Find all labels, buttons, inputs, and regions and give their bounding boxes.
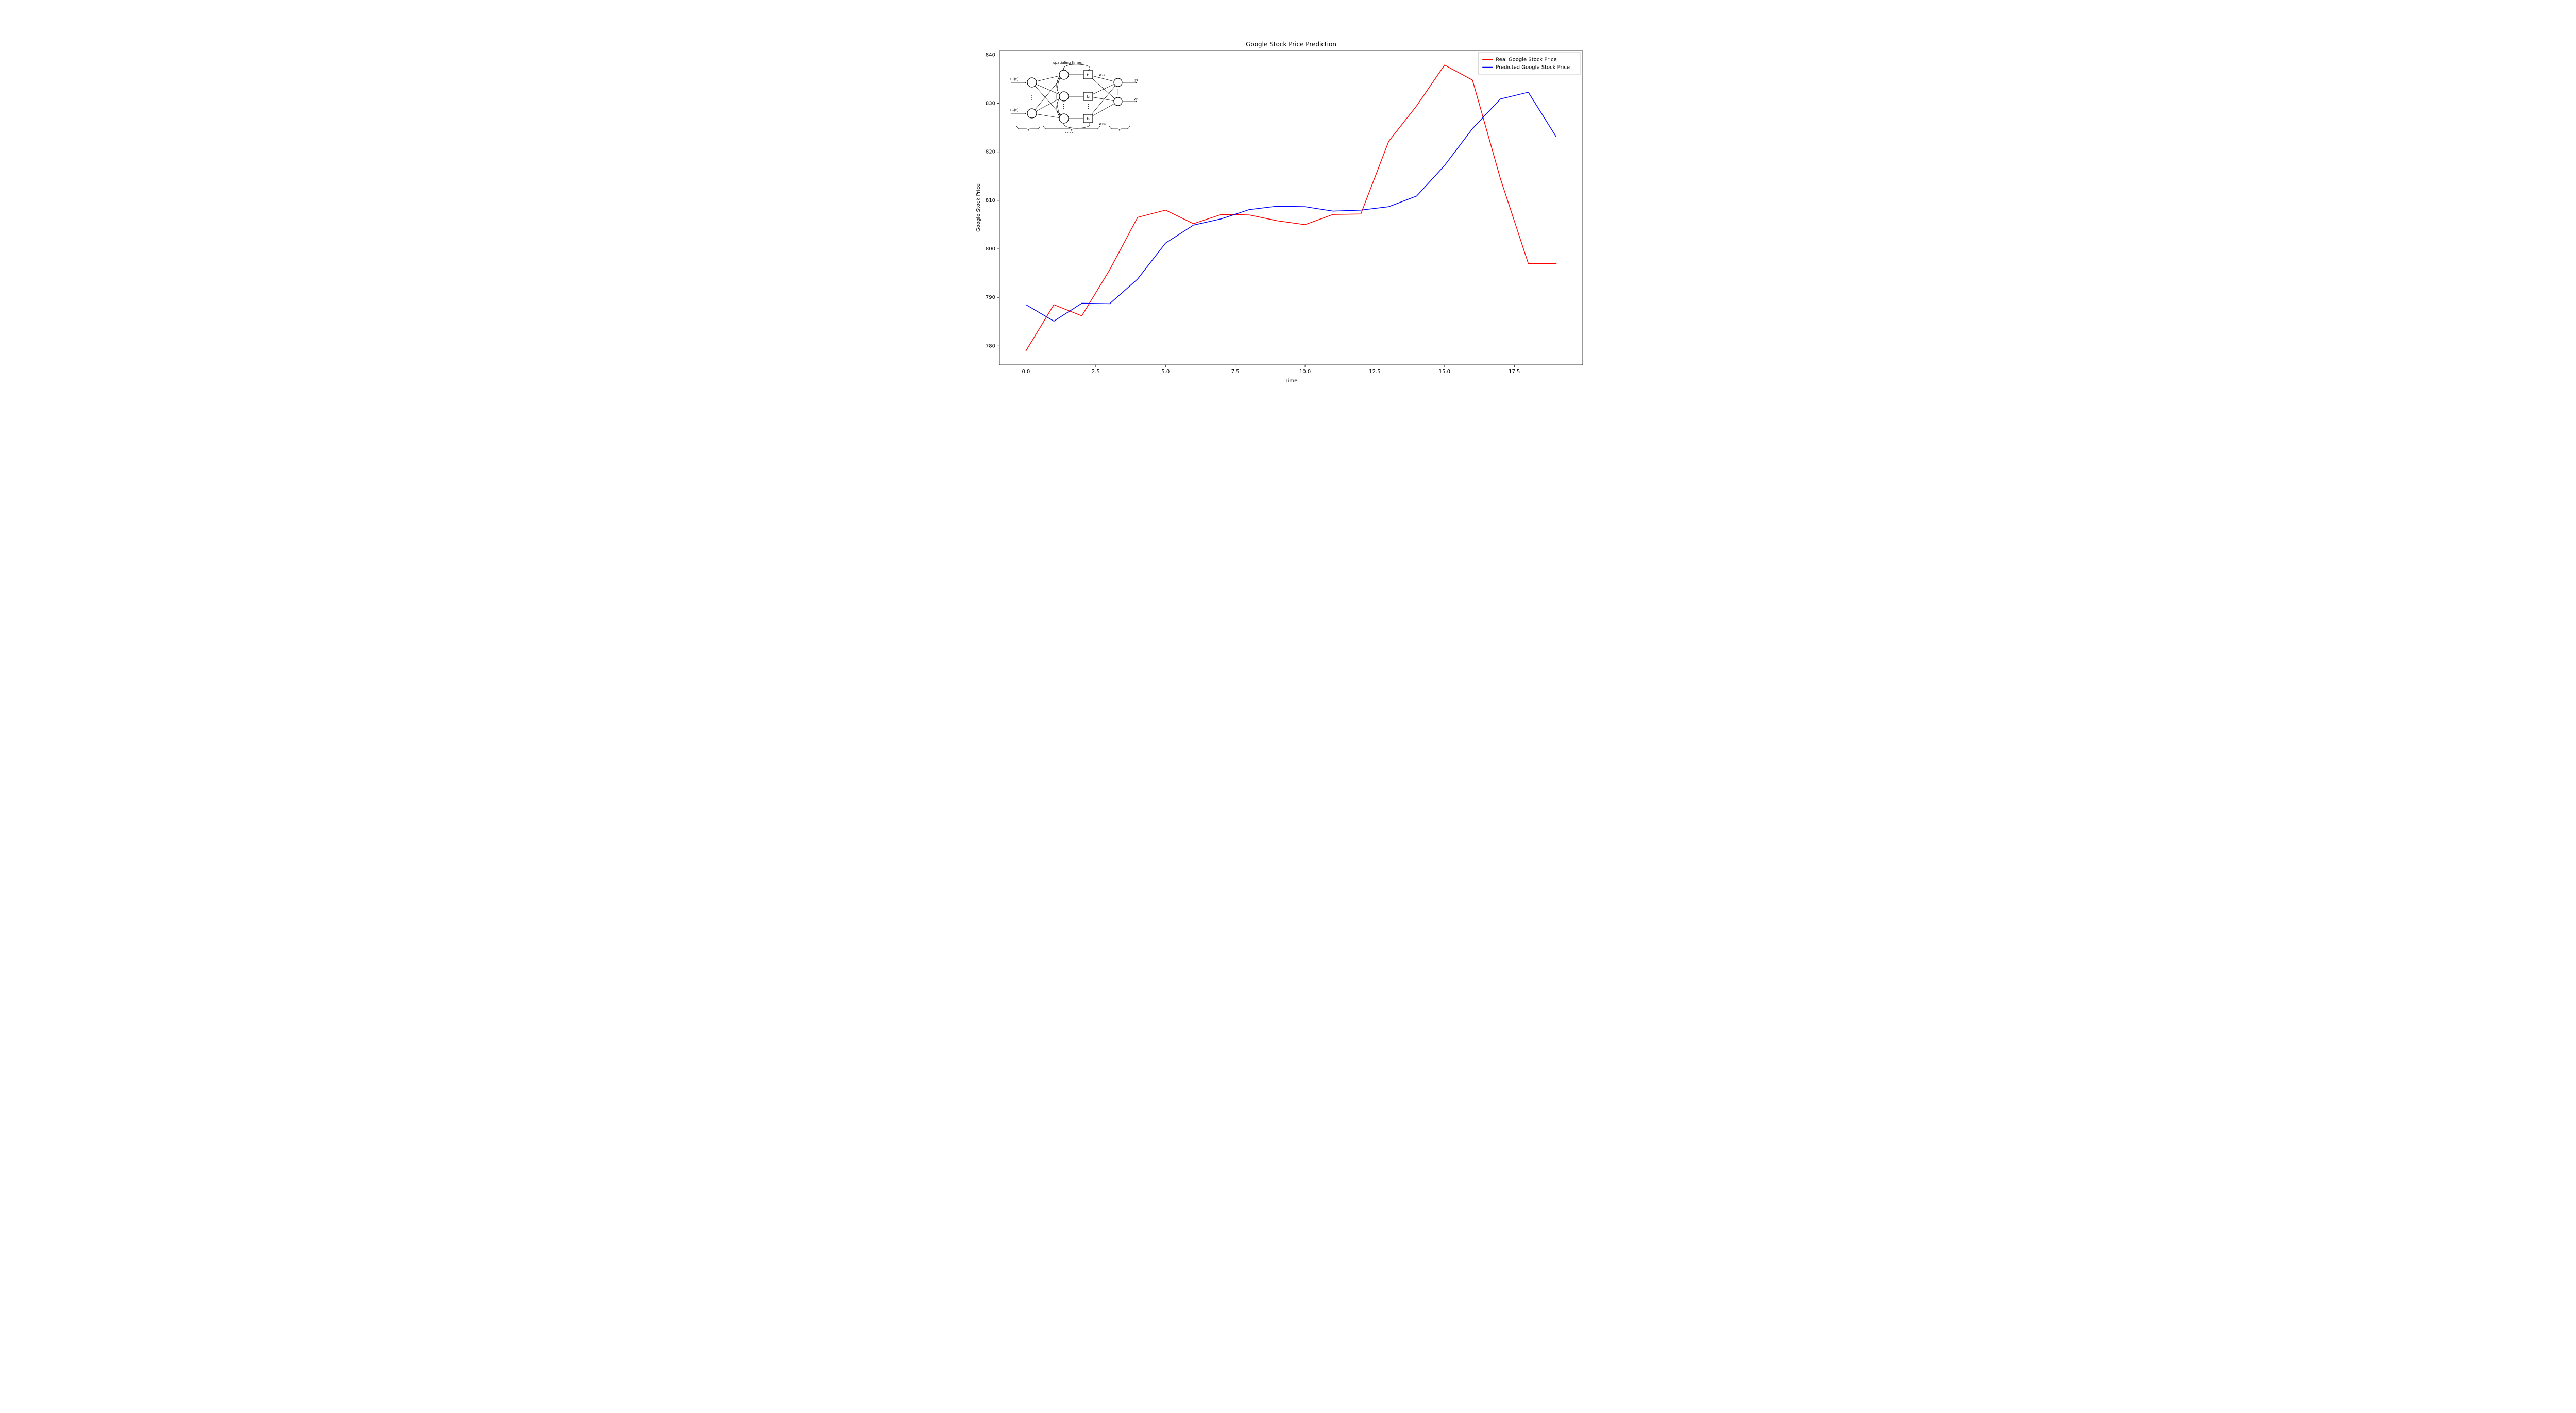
- diagram-node: [1027, 78, 1037, 87]
- x-tick-label: 7.5: [1231, 369, 1240, 375]
- y-axis-label: Google Stock Price: [976, 183, 981, 232]
- x-tick-label: 5.0: [1161, 369, 1170, 375]
- legend-label: Real Google Stock Price: [1496, 57, 1556, 63]
- legend-label: Predicted Google Stock Price: [1496, 65, 1570, 71]
- diagram-node: [1027, 109, 1037, 118]
- diagram-weight-label: wₘₙ: [1099, 122, 1106, 126]
- y-tick-label: 810: [986, 198, 995, 204]
- diagram-input-label: uₙ(t): [1010, 108, 1019, 112]
- x-tick-label: 12.5: [1369, 369, 1380, 375]
- x-tick-label: 15.0: [1439, 369, 1450, 375]
- x-tick-label: 17.5: [1509, 369, 1520, 375]
- chart-title: Google Stock Price Prediction: [1246, 41, 1336, 48]
- x-tick-label: 0.0: [1022, 369, 1030, 375]
- y-axis: 780 790 800 810 820 830 840: [986, 52, 999, 349]
- diagram-output-label: y₁: [1134, 78, 1138, 82]
- diagram-output-label: yₘ: [1133, 97, 1138, 101]
- diagram-input-label: u₁(t): [1010, 77, 1019, 81]
- y-tick-label: 800: [986, 246, 995, 252]
- diagram-node: [1059, 92, 1069, 101]
- y-tick-label: 830: [986, 101, 995, 107]
- y-tick-label: 780: [986, 343, 995, 349]
- x-tick-label: 2.5: [1092, 369, 1100, 375]
- inset-network-diagram: spatialing timesu₁(t)uₙ(t)w₁₁wₘₙy₁yₘf₁f₂…: [1007, 58, 1141, 135]
- diagram-node: [1114, 78, 1122, 87]
- x-axis-label: Time: [1284, 378, 1297, 384]
- svg-text:· · · ·: · · · ·: [1065, 131, 1073, 135]
- diagram-node: [1114, 97, 1122, 106]
- diagram-node: [1059, 114, 1069, 123]
- diagram-weight-label: w₁₁: [1099, 73, 1105, 77]
- x-tick-label: 10.0: [1299, 369, 1311, 375]
- svg-text:f₃: f₃: [1087, 117, 1089, 121]
- svg-text:f₂: f₂: [1087, 95, 1089, 99]
- x-axis: 0.0 2.5 5.0 7.5 10.0 12.5 15.0 17.5: [1022, 365, 1520, 375]
- y-tick-label: 790: [986, 295, 995, 300]
- svg-text:f₁: f₁: [1087, 73, 1089, 77]
- y-tick-label: 840: [986, 52, 995, 58]
- chart-figure: Google Stock Price Prediction 0.0 2.5 5.0 7.…: [902, 0, 1674, 412]
- diagram-node: [1059, 70, 1069, 79]
- legend: Real Google Stock Price Predicted Google …: [1478, 53, 1581, 74]
- y-tick-label: 820: [986, 149, 995, 155]
